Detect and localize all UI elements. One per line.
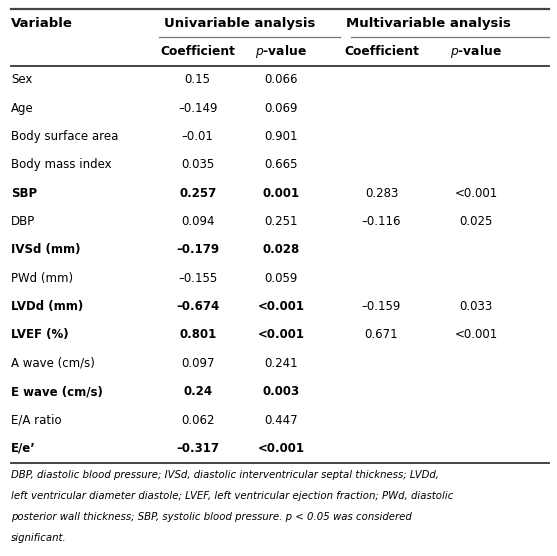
- Text: IVSd (mm): IVSd (mm): [11, 244, 81, 256]
- Text: 0.035: 0.035: [181, 158, 214, 171]
- Text: 0.283: 0.283: [365, 187, 398, 200]
- Text: 0.901: 0.901: [265, 130, 298, 143]
- Text: 0.094: 0.094: [181, 215, 214, 228]
- Text: –0.317: –0.317: [176, 442, 219, 455]
- Text: Multivariable analysis: Multivariable analysis: [346, 17, 511, 31]
- Text: <0.001: <0.001: [455, 329, 498, 341]
- Text: <0.001: <0.001: [258, 300, 305, 313]
- Text: Univariable analysis: Univariable analysis: [164, 17, 315, 31]
- Text: 0.003: 0.003: [263, 385, 300, 398]
- Text: Sex: Sex: [11, 73, 32, 86]
- Text: –0.179: –0.179: [176, 244, 219, 256]
- Text: 0.033: 0.033: [460, 300, 493, 313]
- Text: 0.066: 0.066: [265, 73, 298, 86]
- Text: 0.665: 0.665: [265, 158, 298, 171]
- Text: 0.028: 0.028: [263, 244, 300, 256]
- Text: 0.24: 0.24: [183, 385, 212, 398]
- Text: Body surface area: Body surface area: [11, 130, 119, 143]
- Text: left ventricular diameter diastole; LVEF, left ventricular ejection fraction; PW: left ventricular diameter diastole; LVEF…: [11, 491, 453, 501]
- Text: 0.671: 0.671: [365, 329, 398, 341]
- Text: LVDd (mm): LVDd (mm): [11, 300, 84, 313]
- Text: SBP: SBP: [11, 187, 37, 200]
- Text: DBP, diastolic blood pressure; IVSd, diastolic interventricular septal thickness: DBP, diastolic blood pressure; IVSd, dia…: [11, 470, 439, 480]
- Text: $\mathit{p}$-value: $\mathit{p}$-value: [256, 43, 307, 59]
- Text: Coefficient: Coefficient: [344, 44, 419, 58]
- Text: E/e’: E/e’: [11, 442, 36, 455]
- Text: Variable: Variable: [11, 17, 73, 31]
- Text: <0.001: <0.001: [258, 329, 305, 341]
- Text: 0.062: 0.062: [181, 414, 214, 426]
- Text: –0.149: –0.149: [178, 102, 217, 115]
- Text: –0.674: –0.674: [176, 300, 219, 313]
- Text: 0.001: 0.001: [263, 187, 300, 200]
- Text: –0.01: –0.01: [182, 130, 214, 143]
- Text: 0.257: 0.257: [179, 187, 216, 200]
- Text: 0.447: 0.447: [265, 414, 298, 426]
- Text: E wave (cm/s): E wave (cm/s): [11, 385, 103, 398]
- Text: $\mathit{p}$-value: $\mathit{p}$-value: [451, 43, 502, 59]
- Text: DBP: DBP: [11, 215, 36, 228]
- Text: LVEF (%): LVEF (%): [11, 329, 69, 341]
- Text: –0.116: –0.116: [362, 215, 401, 228]
- Text: posterior wall thickness; SBP, systolic blood pressure. p < 0.05 was considered: posterior wall thickness; SBP, systolic …: [11, 512, 412, 522]
- Text: Coefficient: Coefficient: [160, 44, 235, 58]
- Text: 0.069: 0.069: [265, 102, 298, 115]
- Text: <0.001: <0.001: [258, 442, 305, 455]
- Text: E/A ratio: E/A ratio: [11, 414, 62, 426]
- Text: 0.097: 0.097: [181, 357, 214, 370]
- Text: Age: Age: [11, 102, 34, 115]
- Text: –0.159: –0.159: [362, 300, 401, 313]
- Text: 0.025: 0.025: [460, 215, 493, 228]
- Text: <0.001: <0.001: [455, 187, 498, 200]
- Text: 0.15: 0.15: [185, 73, 211, 86]
- Text: 0.251: 0.251: [265, 215, 298, 228]
- Text: 0.241: 0.241: [265, 357, 298, 370]
- Text: Body mass index: Body mass index: [11, 158, 112, 171]
- Text: significant.: significant.: [11, 533, 67, 543]
- Text: 0.801: 0.801: [179, 329, 216, 341]
- Text: 0.059: 0.059: [265, 272, 298, 285]
- Text: A wave (cm/s): A wave (cm/s): [11, 357, 95, 370]
- Text: PWd (mm): PWd (mm): [11, 272, 74, 285]
- Text: –0.155: –0.155: [178, 272, 217, 285]
